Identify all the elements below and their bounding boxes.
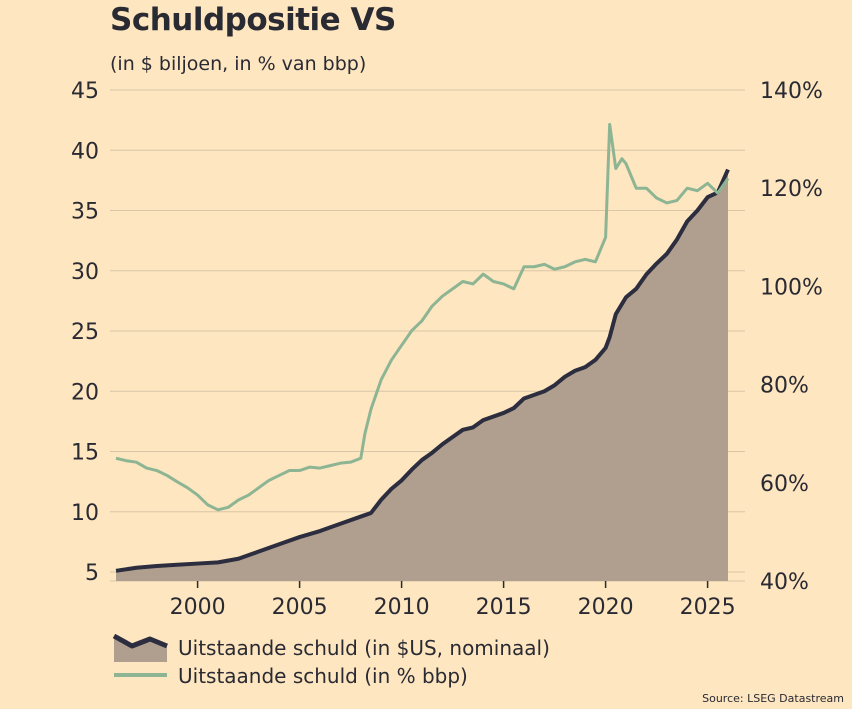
legend: Uitstaande schuld (in $US, nominaal) Uit…: [112, 633, 550, 688]
x-tick-label: 2025: [680, 595, 736, 620]
y-left-tick-label: 40: [71, 139, 99, 164]
y-left-tick-label: 45: [71, 79, 99, 104]
area-nominal-debt: [116, 169, 728, 581]
chart-subtitle: (in $ biljoen, in % van bbp): [110, 53, 367, 75]
y-right-tick-label: 80%: [760, 374, 809, 399]
x-tick-label: 2010: [374, 595, 430, 620]
x-tick-label: 2000: [170, 595, 226, 620]
y-left-tick-label: 30: [71, 260, 99, 285]
y-right-tick-label: 100%: [760, 275, 823, 300]
series-area: [115, 122, 730, 581]
legend-label-gdp: Uitstaande schuld (in % bbp): [178, 664, 468, 688]
x-tick-label: 2020: [578, 595, 634, 620]
y-right-axis: 140% 120% 100% 80% 60% 40%: [760, 79, 823, 595]
source-note: Source: LSEG Datastream: [702, 692, 844, 705]
y-left-tick-label: 35: [71, 200, 99, 225]
y-right-tick-label: 60%: [760, 472, 809, 497]
y-left-axis: 45 40 35 30 25 20 15 10 5: [71, 79, 99, 586]
y-left-tick-label: 10: [71, 501, 99, 526]
y-left-tick-label: 20: [71, 380, 99, 405]
y-right-tick-label: 120%: [760, 177, 823, 202]
line-nominal-debt: [115, 168, 730, 573]
y-left-tick-label: 25: [71, 320, 99, 345]
y-right-tick-label: 140%: [760, 79, 823, 104]
y-right-tick-label: 40%: [760, 570, 809, 595]
legend-label-nominal: Uitstaande schuld (in $US, nominaal): [178, 636, 550, 660]
x-tick-label: 2015: [476, 595, 532, 620]
chart-title: Schuldpositie VS: [110, 2, 396, 38]
y-left-tick-label: 15: [71, 441, 99, 466]
line-debt-pct-gdp: [115, 122, 730, 512]
x-tick-label: 2005: [272, 595, 328, 620]
legend-area-swatch-line: [112, 633, 168, 649]
y-left-tick-label: 5: [85, 561, 99, 586]
x-axis: 2000 2005 2010 2015 2020 2025: [170, 581, 736, 620]
